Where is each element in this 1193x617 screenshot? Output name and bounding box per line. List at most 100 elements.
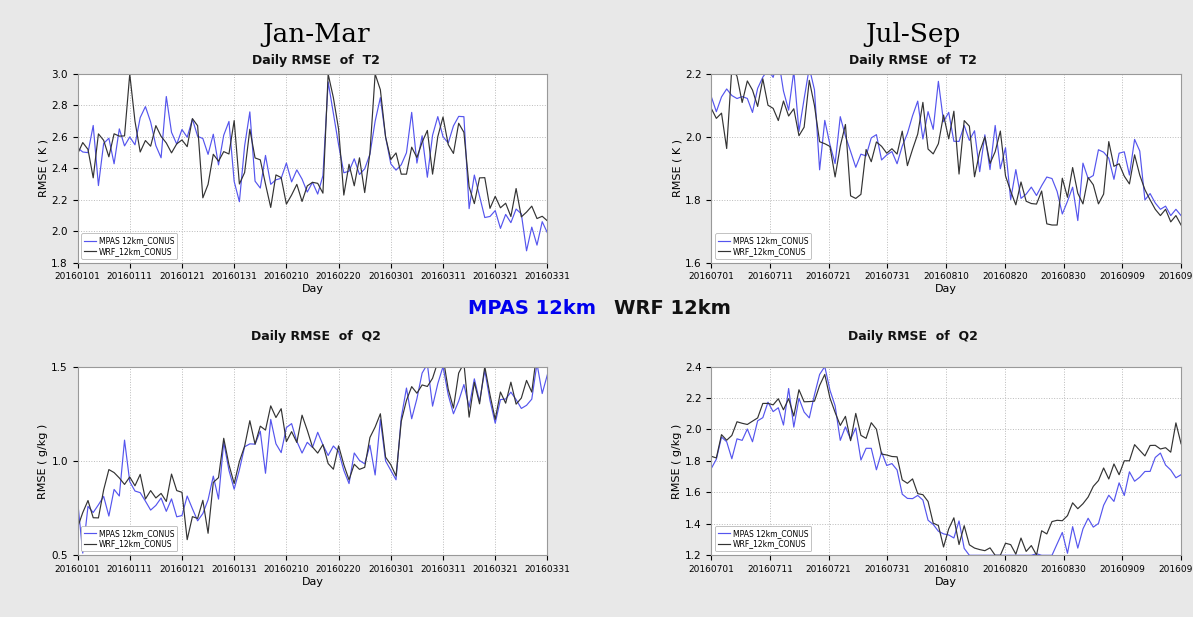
Line: MPAS 12km_CONUS: MPAS 12km_CONUS — [78, 82, 548, 251]
WRF_12km_CONUS — [1045, 222, 1059, 229]
WRF_12km_CONUS — [1092, 200, 1106, 207]
WRF_12km_CONUS — [1174, 222, 1188, 229]
Legend: MPAS 12km_CONUS, WRF_12km_CONUS: MPAS 12km_CONUS, WRF_12km_CONUS — [715, 233, 811, 259]
WRF_12km_CONUS — [988, 148, 1002, 155]
WRF_12km_CONUS — [472, 400, 487, 408]
MPAS 12km_CONUS — [534, 218, 549, 225]
Text: WRF 12km: WRF 12km — [614, 299, 731, 318]
WRF_12km_CONUS — [724, 64, 738, 72]
MPAS 12km_CONUS — [534, 390, 549, 397]
WRF_12km_CONUS — [1086, 181, 1100, 189]
MPAS 12km_CONUS — [1061, 550, 1075, 557]
MPAS 12km_CONUS — [530, 360, 544, 367]
WRF_12km_CONUS — [128, 482, 142, 489]
MPAS 12km_CONUS — [704, 93, 718, 100]
MPAS 12km_CONUS — [519, 247, 533, 255]
WRF_12km_CONUS — [1061, 512, 1075, 520]
WRF_12km_CONUS — [1174, 440, 1188, 447]
WRF_12km_CONUS — [347, 460, 361, 468]
WRF_12km_CONUS — [817, 371, 832, 378]
Text: Daily RMSE  of  T2: Daily RMSE of T2 — [848, 54, 977, 67]
Y-axis label: RMSE ( K ): RMSE ( K ) — [672, 139, 682, 197]
WRF_12km_CONUS — [472, 174, 487, 181]
MPAS 12km_CONUS — [196, 510, 210, 517]
MPAS 12km_CONUS — [963, 552, 977, 559]
MPAS 12km_CONUS — [472, 193, 487, 200]
MPAS 12km_CONUS — [191, 133, 205, 140]
MPAS 12km_CONUS — [540, 229, 555, 236]
WRF_12km_CONUS — [180, 536, 194, 544]
X-axis label: Day: Day — [935, 577, 957, 587]
WRF_12km_CONUS — [1081, 174, 1095, 181]
Y-axis label: RMSE ( g/kg ): RMSE ( g/kg ) — [38, 423, 49, 499]
MPAS 12km_CONUS — [994, 552, 1008, 559]
WRF_12km_CONUS — [70, 524, 85, 531]
MPAS 12km_CONUS — [128, 141, 142, 149]
MPAS 12km_CONUS — [1081, 175, 1095, 182]
WRF_12km_CONUS — [704, 104, 718, 112]
MPAS 12km_CONUS — [75, 549, 89, 557]
WRF_12km_CONUS — [196, 194, 210, 202]
Text: Daily RMSE  of  T2: Daily RMSE of T2 — [252, 54, 381, 67]
Text: Jan-Mar: Jan-Mar — [262, 22, 370, 47]
MPAS 12km_CONUS — [1092, 520, 1106, 527]
WRF_12km_CONUS — [134, 148, 148, 155]
MPAS 12km_CONUS — [1107, 176, 1121, 183]
Line: WRF_12km_CONUS: WRF_12km_CONUS — [78, 74, 548, 221]
MPAS 12km_CONUS — [704, 465, 718, 473]
MPAS 12km_CONUS — [180, 133, 194, 141]
MPAS 12km_CONUS — [321, 78, 335, 86]
WRF_12km_CONUS — [530, 215, 544, 222]
Line: WRF_12km_CONUS: WRF_12km_CONUS — [711, 68, 1181, 225]
MPAS 12km_CONUS — [347, 449, 361, 457]
WRF_12km_CONUS — [540, 348, 555, 355]
MPAS 12km_CONUS — [1086, 172, 1100, 179]
Y-axis label: RMSE ( g/kg ): RMSE ( g/kg ) — [672, 423, 682, 499]
MPAS 12km_CONUS — [185, 505, 199, 513]
MPAS 12km_CONUS — [1081, 515, 1095, 522]
WRF_12km_CONUS — [704, 452, 718, 460]
Text: Jul-Sep: Jul-Sep — [865, 22, 960, 47]
MPAS 12km_CONUS — [1055, 210, 1069, 218]
MPAS 12km_CONUS — [1174, 471, 1188, 478]
Line: MPAS 12km_CONUS: MPAS 12km_CONUS — [711, 59, 1181, 220]
Legend: MPAS 12km_CONUS, WRF_12km_CONUS: MPAS 12km_CONUS, WRF_12km_CONUS — [715, 526, 811, 552]
Text: Daily RMSE  of  Q2: Daily RMSE of Q2 — [252, 330, 381, 343]
WRF_12km_CONUS — [988, 552, 1002, 559]
WRF_12km_CONUS — [540, 217, 555, 225]
MPAS 12km_CONUS — [347, 155, 361, 162]
MPAS 12km_CONUS — [771, 55, 785, 62]
X-axis label: Day: Day — [935, 284, 957, 294]
WRF_12km_CONUS — [530, 348, 544, 355]
MPAS 12km_CONUS — [1070, 217, 1084, 224]
WRF_12km_CONUS — [185, 513, 199, 520]
MPAS 12km_CONUS — [1086, 523, 1100, 531]
MPAS 12km_CONUS — [472, 398, 487, 405]
X-axis label: Day: Day — [302, 284, 323, 294]
WRF_12km_CONUS — [123, 70, 137, 78]
WRF_12km_CONUS — [994, 552, 1008, 559]
WRF_12km_CONUS — [534, 354, 549, 361]
MPAS 12km_CONUS — [1092, 146, 1106, 154]
WRF_12km_CONUS — [1092, 477, 1106, 484]
MPAS 12km_CONUS — [988, 122, 1002, 129]
Line: MPAS 12km_CONUS: MPAS 12km_CONUS — [78, 363, 548, 553]
Text: MPAS 12km: MPAS 12km — [469, 299, 596, 318]
WRF_12km_CONUS — [196, 497, 210, 504]
MPAS 12km_CONUS — [540, 371, 555, 378]
WRF_12km_CONUS — [534, 213, 549, 220]
MPAS 12km_CONUS — [1174, 212, 1188, 219]
MPAS 12km_CONUS — [817, 363, 832, 370]
MPAS 12km_CONUS — [1107, 498, 1121, 505]
Legend: MPAS 12km_CONUS, WRF_12km_CONUS: MPAS 12km_CONUS, WRF_12km_CONUS — [81, 233, 178, 259]
Text: Daily RMSE  of  Q2: Daily RMSE of Q2 — [848, 330, 977, 343]
MPAS 12km_CONUS — [70, 496, 85, 503]
Line: MPAS 12km_CONUS: MPAS 12km_CONUS — [711, 366, 1181, 555]
Line: WRF_12km_CONUS: WRF_12km_CONUS — [711, 375, 1181, 555]
WRF_12km_CONUS — [1107, 460, 1121, 468]
MPAS 12km_CONUS — [134, 489, 148, 497]
WRF_12km_CONUS — [1061, 194, 1075, 201]
Y-axis label: RMSE ( K ): RMSE ( K ) — [38, 139, 49, 197]
WRF_12km_CONUS — [1107, 163, 1121, 170]
Legend: MPAS 12km_CONUS, WRF_12km_CONUS: MPAS 12km_CONUS, WRF_12km_CONUS — [81, 526, 178, 552]
